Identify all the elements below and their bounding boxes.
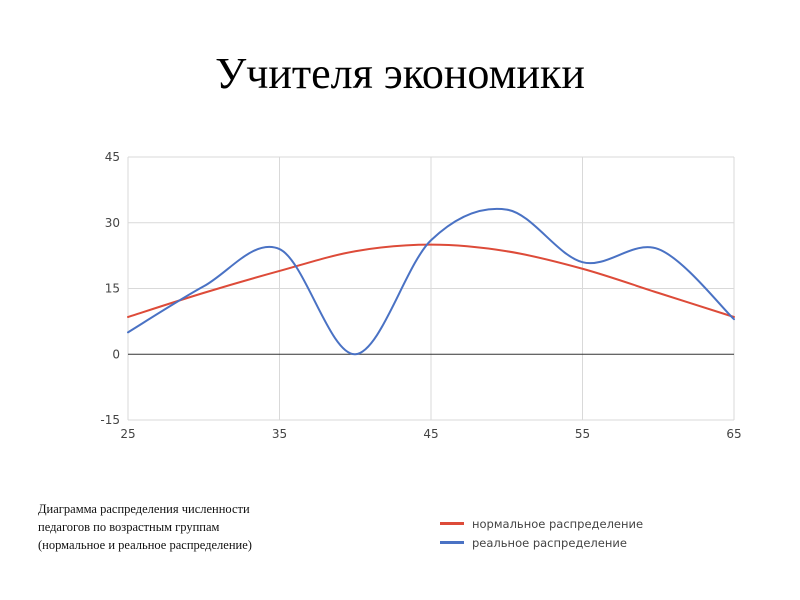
x-tick-label: 55 [575,427,590,441]
y-tick-label: 0 [112,347,120,361]
caption-line: (нормальное и реальное распределение) [38,538,252,552]
legend-label: нормальное распределение [472,516,644,531]
x-tick-label: 45 [423,427,438,441]
chart-legend: нормальное распределение реальное распре… [440,514,643,552]
caption-line: педагогов по возрастным группам [38,520,220,534]
caption-line: Диаграмма распределения численности [38,502,250,516]
x-tick-label: 25 [120,427,135,441]
x-tick-label: 35 [272,427,287,441]
legend-swatch [440,522,464,525]
chart-caption: Диаграмма распределения численности педа… [38,500,338,554]
series-line-real [127,207,735,356]
y-tick-label: 15 [105,282,120,296]
legend-swatch [440,541,464,544]
legend-label: реальное распределение [472,535,627,550]
legend-item-real: реальное распределение [440,533,643,552]
y-tick-label: -15 [100,413,120,427]
series-line-normal [127,243,735,318]
y-tick-label: 45 [105,150,120,164]
legend-item-normal: нормальное распределение [440,514,643,533]
slide-title: Учителя экономики [215,49,585,98]
x-tick-label: 65 [726,427,741,441]
y-tick-label: 30 [105,216,120,230]
